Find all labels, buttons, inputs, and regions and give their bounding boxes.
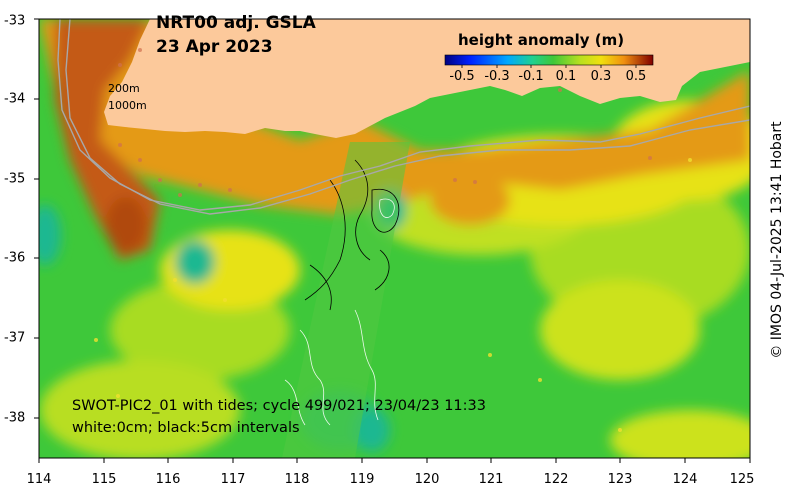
swot-caption: SWOT-PIC2_01 with tides; cycle 499/021; … bbox=[72, 398, 486, 414]
lon-tick-label: 117 bbox=[220, 472, 246, 487]
lat-tick-label: -35 bbox=[4, 171, 26, 187]
lat-tick-label: -36 bbox=[4, 250, 26, 266]
lon-tick-label: 123 bbox=[607, 472, 633, 487]
lat-tick-label: -33 bbox=[4, 13, 26, 29]
anomaly-field bbox=[39, 19, 750, 458]
map-plot-area bbox=[39, 19, 750, 458]
lon-tick-label: 119 bbox=[349, 472, 375, 487]
swot-swath bbox=[282, 142, 410, 458]
colorbar-tick-label: -0.3 bbox=[484, 69, 510, 84]
lon-tick-label: 125 bbox=[729, 472, 755, 487]
colorbar-tick-label: -0.1 bbox=[518, 69, 544, 84]
colorbar-tick-label: 0.1 bbox=[555, 69, 577, 84]
swath-black-contours bbox=[304, 159, 400, 311]
lon-tick-label: 116 bbox=[155, 472, 181, 487]
isobath-lines bbox=[57, 19, 750, 215]
land-mass bbox=[104, 19, 750, 138]
lon-tick-label: 120 bbox=[414, 472, 440, 487]
colorbar-title: height anomaly (m) bbox=[458, 31, 625, 49]
credit-text: © IMOS 04-Jul-2025 13:41 Hobart bbox=[769, 121, 785, 359]
contour-caption: white:0cm; black:5cm intervals bbox=[72, 420, 300, 436]
altimetry-dots bbox=[118, 48, 652, 197]
lon-tick-label: 114 bbox=[26, 472, 52, 487]
lon-tick-label: 124 bbox=[672, 472, 698, 487]
lat-tick-label: -37 bbox=[4, 330, 26, 346]
colorbar-tick-label: 0.5 bbox=[625, 69, 647, 84]
plot-frame bbox=[38, 18, 751, 459]
lon-tick-label: 115 bbox=[91, 472, 117, 487]
map-title: NRT00 adj. GSLA bbox=[156, 13, 316, 33]
lat-tick-label: -34 bbox=[4, 91, 26, 107]
isobath-label-200m: 200m bbox=[108, 82, 140, 95]
colorbar-ticks bbox=[461, 65, 637, 68]
axis-tick-marks bbox=[34, 18, 751, 463]
isobath-label-1000m: 1000m bbox=[108, 99, 147, 112]
lat-tick-label: -38 bbox=[4, 410, 26, 426]
lon-tick-label: 122 bbox=[543, 472, 569, 487]
colorbar-tick-label: 0.3 bbox=[590, 69, 612, 84]
lon-tick-label: 121 bbox=[478, 472, 504, 487]
swath-white-contours bbox=[284, 198, 395, 426]
map-date: 23 Apr 2023 bbox=[156, 37, 273, 57]
colorbar-tick-label: -0.5 bbox=[449, 69, 475, 84]
colorbar bbox=[444, 54, 654, 66]
lon-tick-label: 118 bbox=[284, 472, 310, 487]
